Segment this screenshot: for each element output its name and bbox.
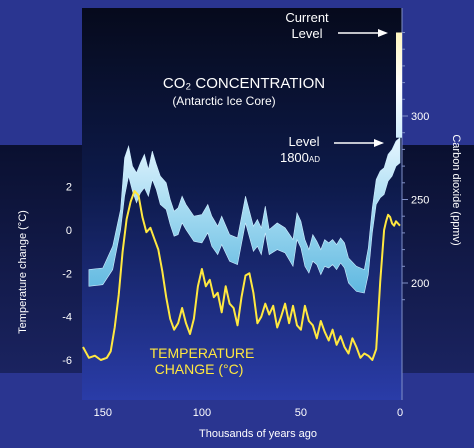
level-1800-label-line2: 1800AD (280, 150, 320, 165)
x-axis-tick-label: 0 (397, 407, 403, 419)
co2-subtitle: (Antarctic Ice Core) (172, 94, 275, 108)
temperature-series-line (82, 190, 401, 361)
left-axis-tick-label: -6 (62, 355, 72, 367)
plot-area (82, 8, 402, 400)
x-axis-tick-label: 100 (193, 407, 211, 419)
x-axis-title: Thousands of years ago (199, 428, 317, 440)
temperature-line-layer (82, 190, 401, 361)
current-level-label-line2: Level (291, 26, 322, 41)
tick-labels-layer: 2 0 -2 -4 -6 300 250 200 150 100 50 0 (62, 32, 429, 419)
x-axis-tick-label: 50 (295, 407, 307, 419)
level-1800-label-line1: Level (288, 134, 319, 149)
right-axis-tick-label: 300 (411, 111, 429, 123)
current-level-bar (396, 32, 402, 138)
right-axis-tick-label: 250 (411, 195, 429, 207)
left-axis-title: Temperature change (°C) (17, 210, 29, 334)
co2-band-layer (88, 137, 401, 294)
right-axis-tick-label: 200 (411, 278, 429, 290)
current-level-arrow-icon (338, 29, 388, 37)
level-1800-arrow-icon (334, 139, 384, 147)
right-axis-title: Carbon dioxide (ppmv) (450, 134, 462, 245)
left-axis-tick-label: -2 (62, 268, 72, 280)
x-axis-tick-label: 150 (94, 407, 112, 419)
temperature-title-line1: TEMPERATURE (150, 345, 255, 361)
co2-series-band (88, 137, 401, 294)
left-axis-tick-label: -4 (62, 312, 72, 324)
temperature-title-line2: CHANGE (°C) (155, 361, 244, 377)
left-axis-tick-label: 2 (66, 182, 72, 194)
current-level-label-line1: Current (285, 10, 329, 25)
co2-title: CO₂ CONCENTRATION (163, 75, 325, 92)
left-axis-tick-label: 0 (66, 225, 72, 237)
